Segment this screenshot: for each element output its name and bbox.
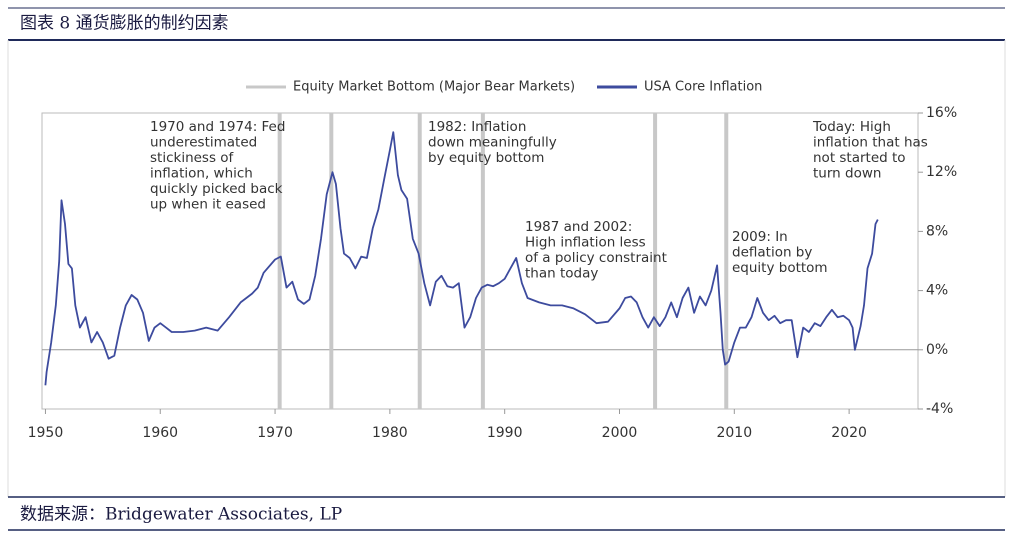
y-tick-label: 12% [926,164,957,180]
annotation: of a policy constraint [525,250,667,266]
y-tick-label: 0% [926,342,948,358]
x-tick-label: 2020 [831,425,867,441]
x-tick-label: 1950 [28,425,64,441]
annotation: 2009: In [732,229,788,245]
annotation: turn down [813,166,881,182]
y-tick-label: 4% [926,283,948,299]
annotation: 1987 and 2002: [525,219,632,235]
plot-area [41,112,919,410]
annotation: equity bottom [732,260,828,276]
annotation: inflation, which [150,166,253,182]
annotation: 1970 and 1974: Fed [150,119,285,135]
annotation: up when it eased [150,197,266,213]
x-tick-label: 2000 [602,425,638,441]
annotation: than today [525,266,598,282]
annotation: High inflation less [525,235,646,251]
annotation: quickly picked back [150,181,283,197]
annotation: down meaningfully [428,135,557,151]
source-note: 数据来源：Bridgewater Associates, LP [20,505,342,525]
y-tick-label: -4% [926,401,953,417]
annotation: underestimated [150,135,257,151]
annotation: deflation by [732,245,812,261]
legend-label: USA Core Inflation [644,80,762,95]
x-tick-label: 1970 [257,425,293,441]
annotation: not started to [813,150,906,166]
figure-title: 图表 8 通货膨胀的制约因素 [20,14,229,34]
annotation: inflation that has [813,135,928,151]
x-tick-label: 2010 [716,425,752,441]
y-tick-label: 16% [926,105,957,121]
inflation-line [44,131,879,386]
annotation: by equity bottom [428,150,544,166]
x-tick-label: 1960 [142,425,178,441]
y-tick-label: 8% [926,223,948,239]
x-tick-label: 1990 [487,425,523,441]
annotation: stickiness of [150,150,235,166]
legend-label: Equity Market Bottom (Major Bear Markets… [293,80,575,95]
x-tick-label: 1980 [372,425,408,441]
annotation: 1982: Inflation [428,119,526,135]
annotation: Today: High [812,119,891,135]
